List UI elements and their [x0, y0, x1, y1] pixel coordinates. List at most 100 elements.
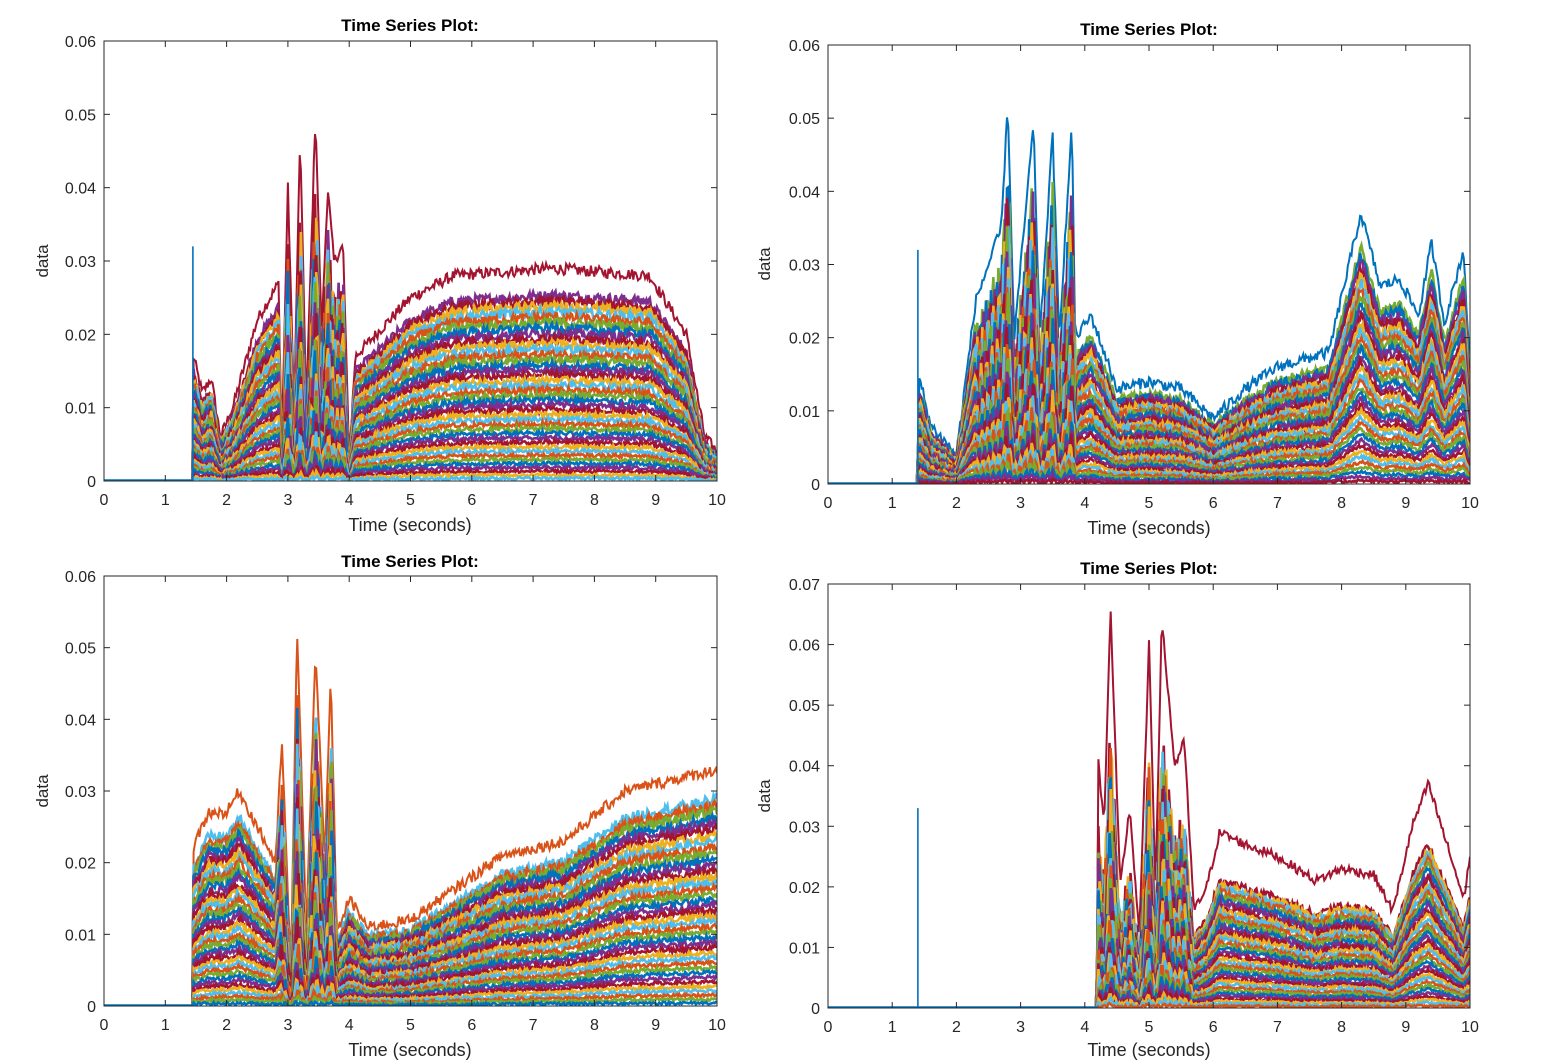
- series-line: [828, 981, 1470, 1008]
- series-line: [828, 314, 1470, 484]
- x-tick-label: 1: [161, 1017, 170, 1034]
- x-axis-label: Time (seconds): [1087, 1040, 1210, 1060]
- x-tick-label: 4: [1080, 495, 1089, 512]
- y-tick-label: 0.02: [65, 327, 96, 344]
- y-tick-label: 0: [811, 477, 820, 494]
- series-line: [104, 395, 717, 481]
- series-line: [828, 878, 1470, 1008]
- y-tick-label: 0.06: [65, 34, 96, 51]
- x-tick-label: 5: [406, 1017, 415, 1034]
- x-tick-label: 3: [283, 1017, 292, 1034]
- subplot-2: Time Series Plot: Time (seconds) data 0 1…: [755, 20, 1479, 538]
- y-tick-label: 0.01: [789, 940, 820, 957]
- series-line: [104, 448, 717, 481]
- series-line: [828, 984, 1470, 1008]
- x-tick-label: 5: [1145, 495, 1154, 512]
- x-tick-label: 0: [824, 1019, 833, 1036]
- y-tick-label: 0.01: [65, 927, 96, 944]
- y-tick-label: 0.06: [789, 38, 820, 55]
- y-tick-label: 0.07: [789, 577, 820, 594]
- y-tick-label: 0.01: [65, 401, 96, 418]
- x-tick-label: 6: [1209, 1019, 1218, 1036]
- x-tick-label: 8: [1337, 495, 1346, 512]
- subplot-3: Time Series Plot: Time (seconds) data 0 1…: [33, 552, 726, 1060]
- x-tick-label: 0: [100, 1017, 109, 1034]
- series-line: [828, 966, 1470, 1008]
- series-line: [828, 919, 1470, 1008]
- y-axis-label: data: [755, 779, 774, 813]
- series-line: [104, 194, 717, 481]
- x-tick-label: 0: [824, 495, 833, 512]
- x-tick-label: 9: [651, 1017, 660, 1034]
- x-tick-label: 10: [1461, 495, 1479, 512]
- y-tick-label: 0.04: [65, 712, 96, 729]
- series-line: [104, 340, 717, 481]
- subplot-1: Time Series Plot: Time (seconds) data 0 1…: [33, 16, 726, 535]
- x-tick-label: 7: [529, 492, 538, 509]
- series-line: [828, 611, 1470, 1008]
- x-tick-label: 6: [467, 1017, 476, 1034]
- series-lines: [104, 638, 717, 1006]
- x-tick-label: 7: [529, 1017, 538, 1034]
- subplot-title: Time Series Plot:: [341, 552, 479, 571]
- x-tick-label: 2: [952, 1019, 961, 1036]
- y-tick-label: 0.05: [65, 641, 96, 658]
- y-axis-label: data: [755, 247, 774, 281]
- series-line: [828, 788, 1470, 1008]
- series-line: [828, 995, 1470, 1008]
- series-line: [828, 857, 1470, 1008]
- y-tick-label: 0.05: [789, 698, 820, 715]
- x-tick-label: 1: [888, 1019, 897, 1036]
- x-tick-label: 9: [1401, 1019, 1410, 1036]
- x-tick-label: 3: [283, 492, 292, 509]
- y-axis-label: data: [33, 244, 52, 278]
- x-tick-label: 3: [1016, 495, 1025, 512]
- series-line: [104, 638, 717, 1006]
- subplot-title: Time Series Plot:: [1080, 559, 1218, 578]
- x-tick-label: 10: [1461, 1019, 1479, 1036]
- y-tick-label: 0.06: [65, 569, 96, 586]
- x-tick-label: 10: [708, 1017, 726, 1034]
- series-line: [828, 830, 1470, 1008]
- y-tick-label: 0.04: [789, 759, 820, 776]
- subplot-title: Time Series Plot:: [341, 16, 479, 35]
- x-tick-label: 7: [1273, 1019, 1282, 1036]
- x-tick-label: 7: [1273, 495, 1282, 512]
- y-axis-label: data: [33, 774, 52, 808]
- x-tick-label: 6: [1209, 495, 1218, 512]
- series-line: [828, 865, 1470, 1008]
- y-tick-label: 0.05: [65, 107, 96, 124]
- series-line: [104, 373, 717, 481]
- x-tick-label: 5: [1145, 1019, 1154, 1036]
- x-tick-label: 2: [222, 1017, 231, 1034]
- x-axis-label: Time (seconds): [348, 515, 471, 535]
- y-tick-label: 0.02: [65, 856, 96, 873]
- series-line: [104, 891, 717, 1006]
- series-line: [104, 133, 717, 481]
- y-tick-label: 0.04: [789, 184, 820, 201]
- y-tick-label: 0.02: [789, 880, 820, 897]
- x-axis-label: Time (seconds): [348, 1040, 471, 1060]
- series-line: [104, 258, 717, 481]
- x-tick-label: 9: [1401, 495, 1410, 512]
- x-axis-label: Time (seconds): [1087, 518, 1210, 538]
- x-tick-label: 4: [1080, 1019, 1089, 1036]
- series-line: [104, 378, 717, 481]
- series-lines: [828, 611, 1470, 1008]
- y-tick-label: 0: [87, 999, 96, 1016]
- y-tick-label: 0.04: [65, 181, 96, 198]
- x-tick-label: 8: [590, 1017, 599, 1034]
- y-tick-label: 0.02: [789, 331, 820, 348]
- x-tick-label: 5: [406, 492, 415, 509]
- series-line: [828, 752, 1470, 1008]
- x-tick-label: 2: [952, 495, 961, 512]
- y-tick-label: 0.06: [789, 638, 820, 655]
- series-line: [104, 962, 717, 1006]
- series-line: [828, 747, 1470, 1008]
- x-tick-label: 1: [888, 495, 897, 512]
- x-tick-label: 6: [467, 492, 476, 509]
- series-line: [104, 431, 717, 481]
- y-tick-label: 0.03: [65, 254, 96, 271]
- x-tick-label: 4: [345, 492, 354, 509]
